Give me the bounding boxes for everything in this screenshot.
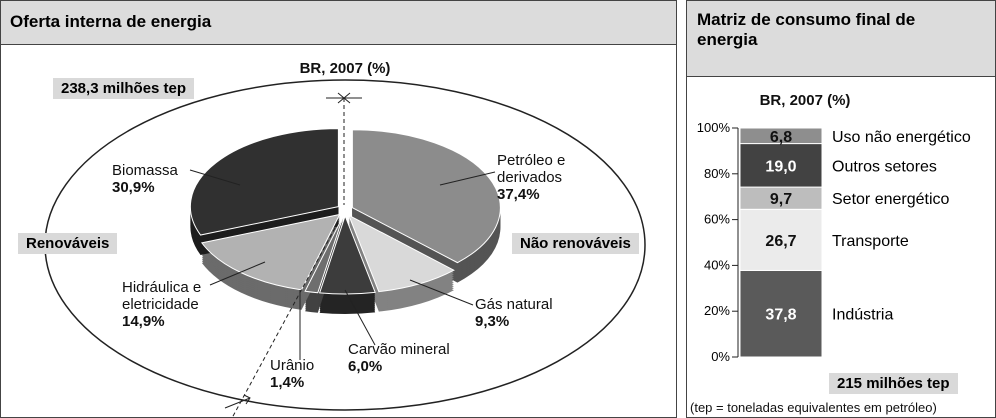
category-label: Gás natural — [475, 296, 553, 313]
value-label: 37,4% — [497, 186, 540, 203]
value-label: 9,3% — [475, 313, 510, 330]
divider — [231, 227, 336, 418]
arrow — [224, 394, 251, 409]
value-label: 19,0 — [765, 158, 796, 175]
y-tick-label: 60% — [704, 212, 730, 227]
panel-header — [0, 0, 677, 45]
value-label: 30,9% — [112, 179, 155, 196]
panel — [0, 0, 677, 418]
stacked-bar: 0% 20% 40% 60% 80% 100% 37,8 Indústria 26,7 Trans… — [697, 120, 971, 364]
y-tick-label: 20% — [704, 303, 730, 318]
bar-segment — [739, 208, 823, 271]
value-label: 26,7 — [765, 233, 796, 250]
subtitle: BR, 2007 (%) — [299, 60, 391, 77]
slice-label: Petróleo e derivados 37,4% — [497, 152, 592, 203]
pie — [189, 128, 501, 314]
leaders — [189, 169, 496, 360]
value-label: 14,9% — [122, 313, 165, 330]
slice — [200, 213, 341, 291]
value-label: 9,7 — [770, 191, 792, 208]
subtitle: BR, 2007 (%) — [759, 92, 851, 109]
annotation: Não renováveis — [512, 233, 639, 254]
bar-segment — [739, 127, 823, 145]
legend-label: Setor energético — [832, 191, 950, 208]
legend-label: Uso não energético — [832, 129, 971, 146]
value-label: 1,4% — [270, 374, 305, 391]
category-label: Hidráulica e eletricidade — [122, 279, 202, 313]
bar-segment — [739, 269, 823, 358]
title: Matriz de consumo final de energia — [697, 10, 916, 49]
slice — [189, 128, 339, 236]
arrow — [326, 92, 362, 104]
value-label: 37,8 — [765, 307, 796, 324]
value-label: 6,8 — [770, 129, 792, 146]
y-tick-label: 0% — [711, 349, 730, 364]
legend-label: Indústria — [832, 307, 893, 324]
legend-label: Outros setores — [832, 158, 937, 175]
value-label: 6,0% — [348, 358, 383, 375]
slice-label: Urânio 1,4% — [270, 357, 330, 391]
legend-label: Transporte — [832, 233, 909, 250]
slice — [304, 215, 344, 294]
slice-label: Carvão mineral 6,0% — [348, 341, 478, 375]
annotation: 215 milhões tep — [829, 373, 958, 394]
y-tick-label: 100% — [697, 120, 731, 135]
y-tick-label: 40% — [704, 257, 730, 272]
slice-label: Hidráulica e eletricidade 14,9% — [122, 279, 242, 330]
category-label: Carvão mineral — [348, 341, 450, 358]
annotation: 238,3 milhões tep — [53, 78, 195, 99]
panel-header — [686, 0, 996, 77]
y-tick-label: 80% — [704, 166, 730, 181]
category-label: Petróleo e derivados — [497, 152, 566, 186]
slice — [351, 129, 501, 264]
slice-label: Gás natural 9,3% — [475, 296, 585, 330]
slice-label: Biomassa 30,9% — [112, 162, 212, 196]
note: (tep = toneladas equivalentes em petróle… — [690, 400, 937, 415]
title: Oferta interna de energia — [10, 12, 212, 31]
annotation: Renováveis — [18, 233, 118, 254]
category-label: Urânio — [270, 357, 315, 374]
category-label: Biomassa — [112, 162, 178, 179]
